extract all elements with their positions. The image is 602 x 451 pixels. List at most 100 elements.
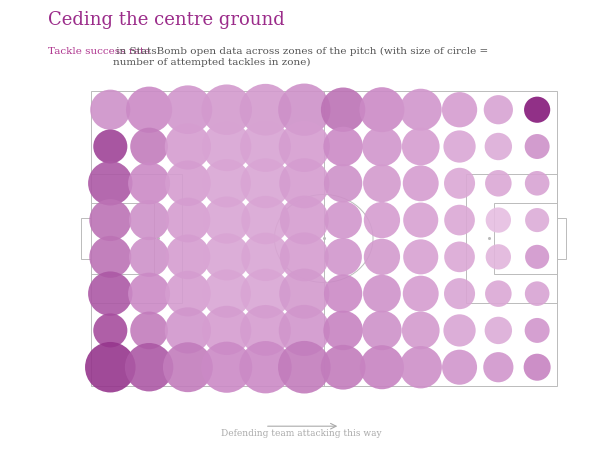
Ellipse shape <box>402 312 439 349</box>
Ellipse shape <box>202 269 251 318</box>
Ellipse shape <box>280 232 329 281</box>
Ellipse shape <box>202 84 252 135</box>
Ellipse shape <box>90 90 131 130</box>
Ellipse shape <box>525 208 549 232</box>
Bar <box>91 203 154 274</box>
Ellipse shape <box>362 127 402 166</box>
Ellipse shape <box>485 133 512 160</box>
Ellipse shape <box>444 278 475 309</box>
Text: Defending team attacking this way: Defending team attacking this way <box>221 429 381 438</box>
Ellipse shape <box>88 161 132 206</box>
Ellipse shape <box>128 273 170 315</box>
Ellipse shape <box>444 242 475 272</box>
Bar <box>466 174 556 303</box>
Ellipse shape <box>240 84 291 136</box>
Ellipse shape <box>165 161 211 206</box>
Ellipse shape <box>279 158 329 208</box>
Ellipse shape <box>129 237 169 277</box>
Ellipse shape <box>444 205 475 235</box>
Ellipse shape <box>129 200 169 240</box>
Ellipse shape <box>278 83 330 136</box>
Ellipse shape <box>278 341 330 394</box>
Ellipse shape <box>364 202 400 238</box>
Ellipse shape <box>525 318 550 343</box>
Ellipse shape <box>240 121 291 172</box>
Ellipse shape <box>163 342 213 392</box>
Ellipse shape <box>400 346 442 388</box>
Ellipse shape <box>444 314 476 346</box>
Ellipse shape <box>202 306 252 355</box>
Ellipse shape <box>324 201 362 239</box>
Ellipse shape <box>403 239 438 274</box>
Bar <box>81 218 91 259</box>
Ellipse shape <box>442 350 477 385</box>
Ellipse shape <box>93 129 128 164</box>
Text: in StatsBomb open data across zones of the pitch (with size of circle =
number o: in StatsBomb open data across zones of t… <box>113 47 488 67</box>
Ellipse shape <box>280 196 329 244</box>
Ellipse shape <box>486 207 511 233</box>
Ellipse shape <box>444 130 476 163</box>
Ellipse shape <box>89 199 131 241</box>
Ellipse shape <box>364 239 400 275</box>
Ellipse shape <box>241 158 291 208</box>
Ellipse shape <box>85 342 135 392</box>
Ellipse shape <box>525 134 550 159</box>
Ellipse shape <box>128 162 170 204</box>
Ellipse shape <box>279 268 329 319</box>
Ellipse shape <box>279 305 330 356</box>
Ellipse shape <box>130 128 168 166</box>
Ellipse shape <box>165 124 211 170</box>
Ellipse shape <box>363 165 401 202</box>
Ellipse shape <box>524 97 550 123</box>
Ellipse shape <box>525 171 550 196</box>
Ellipse shape <box>360 345 404 389</box>
Ellipse shape <box>321 345 365 390</box>
Ellipse shape <box>201 342 252 393</box>
Ellipse shape <box>400 89 442 131</box>
Ellipse shape <box>484 95 513 124</box>
Ellipse shape <box>241 269 291 318</box>
Ellipse shape <box>402 128 439 166</box>
Ellipse shape <box>483 352 514 382</box>
Ellipse shape <box>403 276 439 312</box>
Ellipse shape <box>130 312 168 349</box>
Ellipse shape <box>203 197 250 244</box>
Ellipse shape <box>88 272 132 316</box>
Ellipse shape <box>202 159 251 207</box>
Ellipse shape <box>362 311 402 350</box>
Ellipse shape <box>442 92 477 127</box>
Ellipse shape <box>403 202 438 238</box>
Ellipse shape <box>240 341 292 393</box>
Ellipse shape <box>203 233 250 281</box>
Ellipse shape <box>321 87 365 132</box>
Ellipse shape <box>485 317 512 344</box>
Ellipse shape <box>166 235 210 279</box>
Ellipse shape <box>202 122 252 171</box>
Ellipse shape <box>165 271 211 317</box>
Ellipse shape <box>485 170 512 197</box>
Bar <box>91 92 556 386</box>
Ellipse shape <box>323 311 363 350</box>
Ellipse shape <box>486 244 511 270</box>
Ellipse shape <box>166 198 210 243</box>
Ellipse shape <box>525 281 550 306</box>
Ellipse shape <box>125 343 173 391</box>
Ellipse shape <box>279 121 330 172</box>
Ellipse shape <box>359 87 405 132</box>
Bar <box>494 203 556 274</box>
Ellipse shape <box>524 354 551 381</box>
Ellipse shape <box>324 238 362 276</box>
Ellipse shape <box>164 85 213 134</box>
Text: Tackle success rate: Tackle success rate <box>48 47 150 56</box>
Ellipse shape <box>93 313 128 347</box>
Ellipse shape <box>240 305 291 356</box>
Ellipse shape <box>444 168 475 199</box>
Ellipse shape <box>165 307 211 354</box>
Ellipse shape <box>241 196 290 244</box>
Ellipse shape <box>89 236 131 278</box>
Bar <box>556 218 566 259</box>
Ellipse shape <box>324 164 362 202</box>
Ellipse shape <box>323 127 363 166</box>
Ellipse shape <box>126 87 172 133</box>
Ellipse shape <box>525 245 549 269</box>
